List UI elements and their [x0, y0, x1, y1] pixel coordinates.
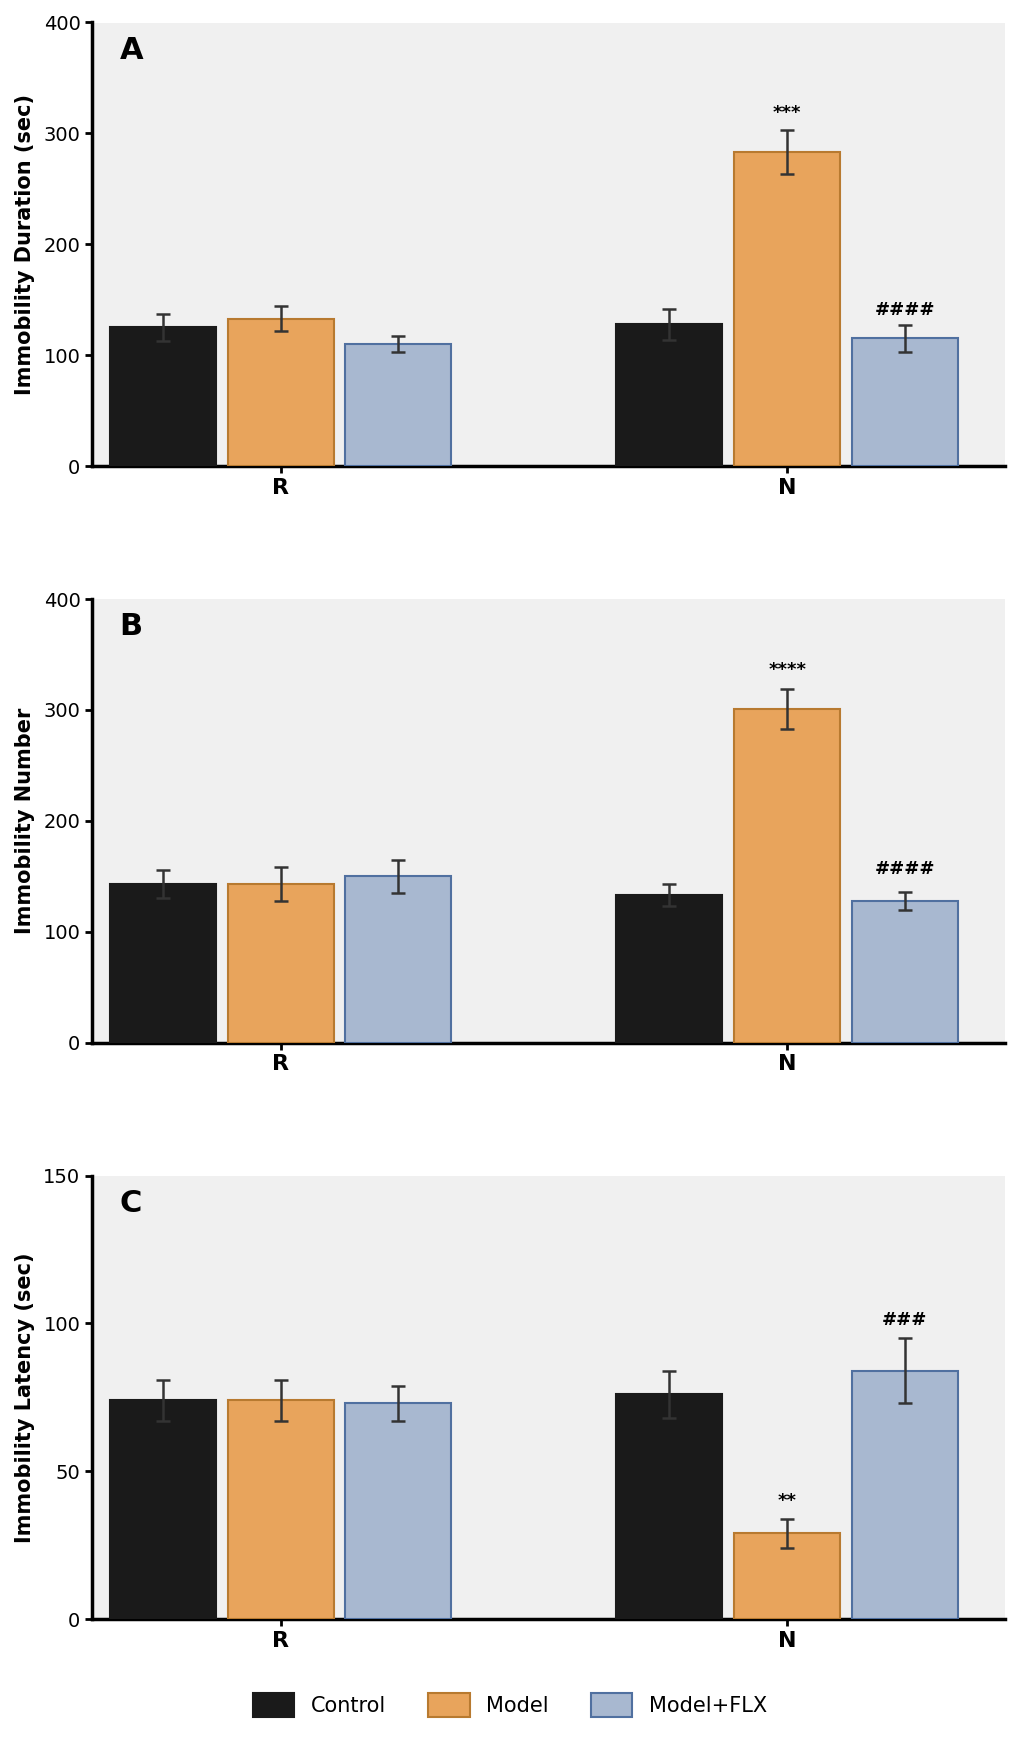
Bar — [851, 338, 957, 467]
Bar — [227, 884, 333, 1043]
Text: ***: *** — [772, 104, 801, 122]
Y-axis label: Immobility Duration (sec): Immobility Duration (sec) — [15, 94, 36, 395]
Text: ****: **** — [767, 662, 805, 679]
Text: C: C — [119, 1189, 142, 1219]
Bar — [110, 327, 216, 467]
Y-axis label: Immobility Latency (sec): Immobility Latency (sec) — [15, 1252, 35, 1543]
Text: A: A — [119, 37, 143, 64]
Bar — [615, 324, 721, 467]
Text: B: B — [119, 613, 143, 641]
Bar — [227, 319, 333, 467]
Bar — [615, 1395, 721, 1619]
Bar — [110, 884, 216, 1043]
Text: **: ** — [776, 1492, 796, 1509]
Bar — [851, 1370, 957, 1619]
Legend: Control, Model, Model+FLX: Control, Model, Model+FLX — [243, 1682, 776, 1727]
Bar — [615, 895, 721, 1043]
Bar — [110, 1400, 216, 1619]
Y-axis label: Immobility Number: Immobility Number — [15, 707, 36, 933]
Bar — [345, 1403, 451, 1619]
Text: ###: ### — [881, 1311, 926, 1330]
Bar — [345, 345, 451, 467]
Bar — [734, 709, 840, 1043]
Text: ####: #### — [873, 301, 934, 319]
Bar — [734, 151, 840, 467]
Bar — [851, 900, 957, 1043]
Text: ####: #### — [873, 860, 934, 879]
Bar — [734, 1534, 840, 1619]
Bar — [345, 876, 451, 1043]
Bar — [227, 1400, 333, 1619]
